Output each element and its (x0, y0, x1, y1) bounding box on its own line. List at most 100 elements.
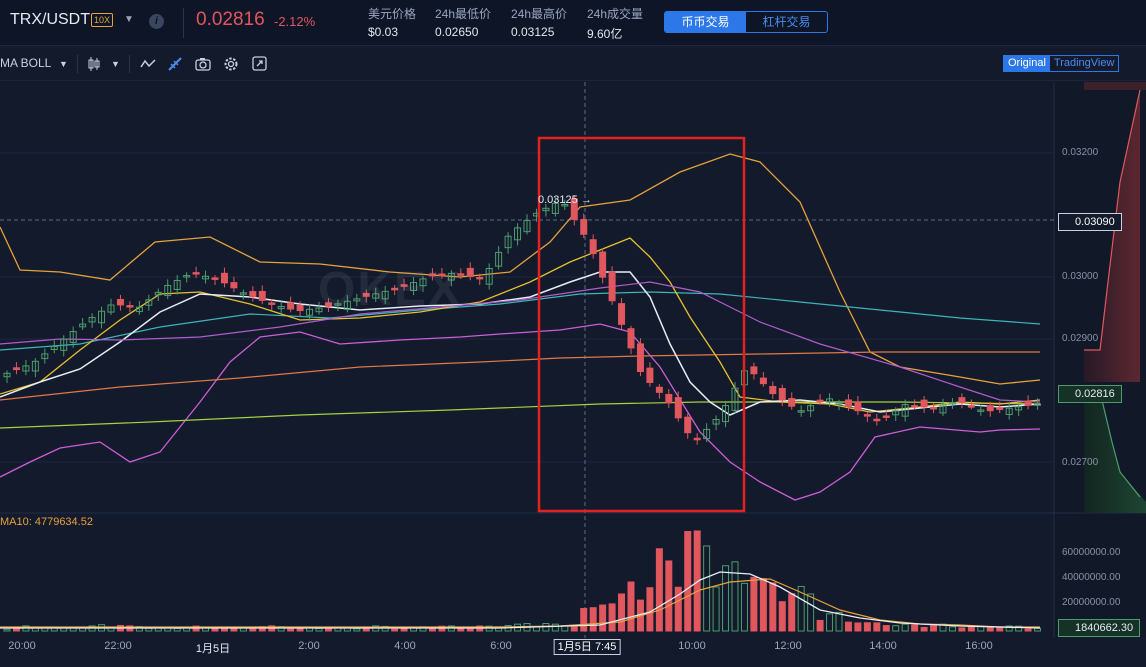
pair-selector[interactable]: TRX/USDT (10, 11, 90, 28)
view-tradingview[interactable]: TradingView (1053, 57, 1115, 69)
trade-mode-tabs: 币币交易 杠杆交易 (664, 11, 828, 33)
candle-body (693, 437, 701, 441)
ma-orange (0, 351, 1040, 401)
drawing-tool-icon[interactable] (167, 56, 183, 72)
volume-bar (324, 628, 332, 632)
price-chart[interactable]: 0.03125 → (0, 82, 1146, 638)
candle-body (372, 293, 380, 299)
candle-body (192, 272, 200, 275)
gear-icon[interactable] (223, 56, 239, 72)
chevron-down-icon[interactable]: ▼ (111, 59, 120, 69)
time-tick: 4:00 (394, 640, 416, 652)
ma10-readout: MA10: 4779634.52 (0, 516, 93, 528)
volume-tick: 20000000.00 (1062, 597, 1121, 608)
candle-body (287, 302, 295, 310)
candle-body (353, 298, 361, 302)
candle-body (268, 302, 276, 305)
indicator-selector[interactable]: MA BOLL (0, 56, 52, 70)
volume-bar (655, 548, 663, 632)
chevron-down-icon[interactable]: ▼ (59, 59, 68, 69)
price-tick: 0.03200 (1062, 147, 1099, 158)
candle-body (646, 367, 654, 383)
candle-body (712, 418, 720, 425)
candle-body (608, 271, 616, 302)
candle-body (343, 300, 351, 310)
candle-body (816, 399, 824, 403)
candle-body (135, 306, 143, 313)
volume-bar (684, 530, 692, 632)
candle-body (618, 303, 626, 325)
line-chart-icon[interactable] (140, 57, 156, 71)
time-tick: 6:00 (490, 640, 512, 652)
crosshair-time-label: 1月5日 7:45 (553, 639, 621, 655)
volume-bar (391, 628, 399, 632)
candle-body (797, 410, 805, 413)
volume-bar (844, 621, 852, 632)
gridlines (0, 152, 1054, 463)
candle-body (627, 328, 635, 349)
candle-body (239, 292, 247, 295)
volume-bar (627, 581, 635, 632)
candle-body (31, 360, 39, 372)
view-original[interactable]: Original (1004, 56, 1050, 71)
candle-body (996, 407, 1004, 410)
volume-bar (797, 585, 805, 632)
tab-margin[interactable]: 杠杆交易 (762, 15, 811, 29)
candle-body (1005, 407, 1013, 415)
volume-bar (589, 607, 597, 632)
fullscreen-icon[interactable] (252, 56, 267, 71)
candle-body (1024, 400, 1032, 406)
candle-body (561, 203, 569, 207)
candle-body (419, 278, 427, 287)
candle-body (220, 272, 228, 284)
watermark: OKEX (318, 263, 463, 316)
volume-bar (835, 611, 843, 632)
candle-body (731, 387, 739, 411)
candle-body (939, 404, 947, 414)
volume-bar (570, 626, 578, 632)
info-icon[interactable]: i (149, 14, 164, 29)
volume-bar (315, 627, 323, 632)
top-bar: TRX/USDT 10X ▼ i 0.02816 -2.12% 美元价格 $0.0… (0, 0, 1146, 46)
candle-body (258, 290, 266, 301)
candle-body (381, 290, 389, 300)
candle-body (930, 406, 938, 410)
volume-bar (145, 627, 153, 632)
candle-body (655, 386, 663, 393)
volume-bars (3, 530, 1042, 632)
time-tick: 20:00 (8, 640, 36, 652)
volume-bar (892, 625, 900, 632)
candle-body (835, 402, 843, 405)
chart-view-switch: Original TradingView (1003, 55, 1120, 72)
candle-body (844, 399, 852, 407)
candlestick-icon[interactable] (87, 56, 101, 72)
candle-body (892, 410, 900, 416)
candle-body (69, 331, 77, 343)
volume-ma-yellow (0, 578, 1040, 628)
candle-body (324, 302, 332, 307)
time-tick: 22:00 (104, 640, 132, 652)
ma-green (0, 401, 1041, 429)
candle-body (788, 397, 796, 407)
volume-bar (911, 624, 919, 632)
camera-icon[interactable] (195, 57, 211, 71)
volume-bar (211, 628, 219, 632)
volume-bar (958, 627, 966, 632)
tab-spot[interactable]: 币币交易 (665, 12, 746, 32)
candle-body (750, 366, 758, 375)
time-tick: 16:00 (965, 640, 993, 652)
candle-body (400, 284, 408, 287)
volume-bar (580, 607, 588, 632)
volume-bar (731, 561, 739, 632)
candle-body (296, 304, 304, 312)
volume-bar (930, 624, 938, 632)
stat-24h-volume: 24h成交量 9.60亿 (587, 7, 644, 41)
ma-white (0, 271, 1041, 416)
volume-bar (750, 576, 758, 632)
last-price: 0.02816 (196, 9, 265, 30)
volume-bar (882, 625, 890, 632)
volume-bar (665, 560, 673, 632)
highlight-box (537, 136, 746, 513)
chevron-down-icon[interactable]: ▼ (124, 14, 134, 25)
candle-body (523, 219, 531, 233)
